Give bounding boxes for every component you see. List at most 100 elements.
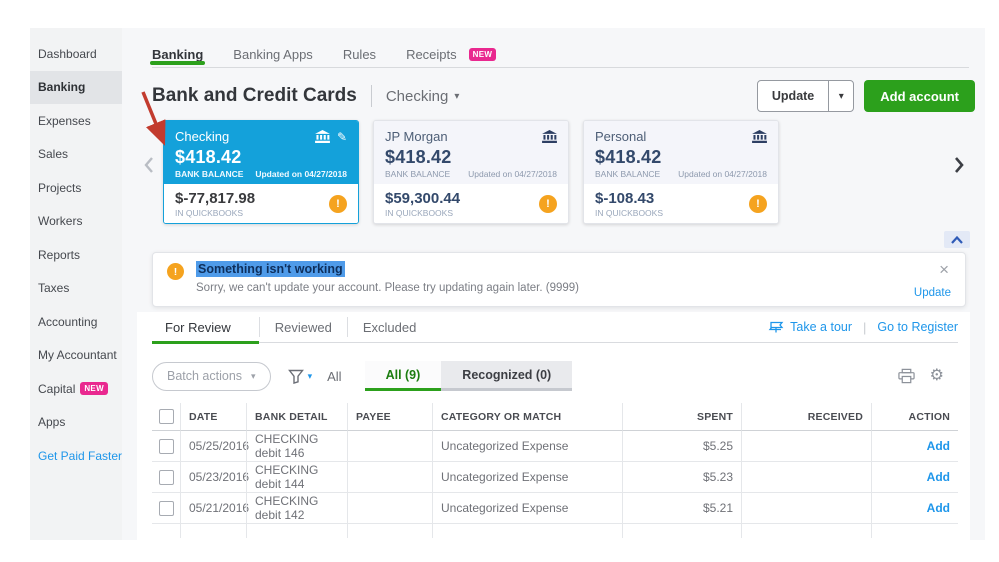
update-dropdown-toggle[interactable]: ▾ [828,81,853,111]
sidebar-item-projects[interactable]: Projects [30,171,122,205]
add-transaction-link[interactable]: Add [926,470,950,484]
account-name: JP Morgan [385,129,448,144]
sidebar-item-apps[interactable]: Apps [30,406,122,440]
tab-label: Excluded [362,319,417,335]
in-quickbooks-amount: $-77,817.98 [175,189,256,207]
column-header-received[interactable]: RECEIVED [741,403,871,431]
row-checkbox[interactable] [158,500,174,516]
column-header-date[interactable]: DATE [180,403,246,431]
card-header: Checking ✎ $418.42 BANK BALANCE Updated … [164,121,358,184]
update-split-button[interactable]: Update ▾ [756,80,855,112]
take-a-tour-link[interactable]: Take a tour [768,320,852,334]
tab-label: Reviewed [274,319,332,335]
filter-tab-all[interactable]: All (9) [364,361,442,391]
tab-divider [346,317,348,337]
sidebar-item-banking[interactable]: Banking [30,70,122,104]
bank-detail-cell: CHECKING debit 146 [246,431,347,462]
sidebar-item-my-accountant[interactable]: My Accountant [30,339,122,373]
account-selector-dropdown[interactable]: Checking ▾ [386,88,460,105]
bank-balance-label: BANK BALANCE [175,169,244,179]
partial-row-cell [622,524,741,538]
carousel-prev-button[interactable] [142,154,156,179]
account-cards-carousel: Checking ✎ $418.42 BANK BALANCE Updated … [122,120,985,224]
sidebar-item-taxes[interactable]: Taxes [30,272,122,306]
received-cell [741,462,871,493]
alert-message: Sorry, we can't update your account. Ple… [196,282,579,294]
sidebar-item-expenses[interactable]: Expenses [30,104,122,138]
column-header-spent[interactable]: SPENT [622,403,741,431]
tab-receipts[interactable]: Receipts NEW [406,47,497,62]
caret-down-icon: ▾ [454,90,460,102]
account-card-personal[interactable]: Personal $418.42 BANK BALANCE Updated on… [583,120,779,224]
bank-balance-amount: $418.42 [385,147,452,167]
sidebar-item-label: Accounting [38,314,98,329]
tab-rules[interactable]: Rules [343,47,376,62]
sidebar-item-dashboard[interactable]: Dashboard [30,37,122,71]
row-checkbox[interactable] [158,438,174,454]
date-cell: 05/21/2016 [180,493,249,524]
row-checkbox-cell [152,462,180,493]
date-cell: 05/25/2016 [180,431,249,462]
sidebar-item-reports[interactable]: Reports [30,238,122,272]
bank-icon [315,130,330,143]
column-header-bank-detail[interactable]: BANK DETAIL [246,403,347,431]
add-transaction-link[interactable]: Add [926,501,950,515]
bank-icon [542,130,557,143]
filter-dropdown[interactable]: ▾ [287,369,313,384]
column-header-payee[interactable]: PAYEE [347,403,432,431]
transactions-table: DATE BANK DETAIL PAYEE CATEGORY OR MATCH… [152,403,958,538]
batch-actions-dropdown[interactable]: Batch actions ▾ [152,361,271,391]
tab-excluded[interactable]: Excluded [348,312,431,342]
update-button-label[interactable]: Update [771,89,815,103]
received-cell [741,493,871,524]
print-icon[interactable] [897,368,915,384]
warning-icon[interactable]: ! [539,194,557,213]
select-all-checkbox[interactable] [158,409,174,424]
banking-top-tabs: Banking Banking Apps Rules Receipts NEW [149,42,969,68]
alert-update-link[interactable]: Update [913,287,951,299]
sidebar-item-sales[interactable]: Sales [30,138,122,172]
bank-detail-cell: CHECKING debit 144 [246,462,347,493]
add-account-button[interactable]: Add account [864,80,975,112]
gear-icon[interactable]: ⚙ [929,367,944,384]
warning-icon[interactable]: ! [329,194,347,213]
account-card-jp-morgan[interactable]: JP Morgan $418.42 BANK BALANCE Updated o… [373,120,569,224]
go-to-register-link[interactable]: Go to Register [877,320,958,334]
tab-for-review[interactable]: For Review [152,312,259,344]
tab-reviewed[interactable]: Reviewed [260,312,347,342]
filter-tab-label: All (9) [385,367,421,382]
bank-balance-label: BANK BALANCE [385,169,451,179]
add-transaction-link[interactable]: Add [926,439,950,453]
card-footer: $-77,817.98 IN QUICKBOOKS ! [164,184,358,223]
collapse-alert-button[interactable] [944,231,970,248]
sidebar-item-label: Reports [38,247,81,262]
close-icon[interactable]: × [939,260,949,279]
row-checkbox[interactable] [158,469,174,485]
account-card-checking[interactable]: Checking ✎ $418.42 BANK BALANCE Updated … [163,120,359,224]
partial-row-cell [246,524,347,538]
tab-banking[interactable]: Banking [149,47,206,65]
sidebar-item-get-paid-faster[interactable]: Get Paid Faster [30,439,122,473]
sidebar-item-accounting[interactable]: Accounting [30,305,122,339]
add-account-label: Add account [880,88,959,104]
go-to-register-label: Go to Register [877,320,958,334]
new-badge: NEW [80,382,108,396]
partial-row-cell [152,524,180,538]
sidebar-item-label: Taxes [38,281,70,296]
tab-banking-apps[interactable]: Banking Apps [233,47,313,62]
filter-tab-label: Recognized (0) [462,367,552,382]
edit-icon[interactable]: ✎ [336,129,347,144]
warning-icon[interactable]: ! [749,194,767,213]
select-all-cell [152,403,180,431]
filter-tab-recognized[interactable]: Recognized (0) [441,361,573,391]
caret-down-icon: ▾ [307,370,313,381]
sidebar-item-label: Capital [38,381,76,396]
card-header: Personal $418.42 BANK BALANCE Updated on… [584,121,778,184]
carousel-next-button[interactable] [952,154,966,179]
sidebar-item-workers[interactable]: Workers [30,205,122,239]
sidebar-item-label: Dashboard [38,46,97,61]
tab-label: Receipts [406,47,457,62]
sidebar-item-capital[interactable]: Capital NEW [30,372,122,406]
column-header-category[interactable]: CATEGORY OR MATCH [432,403,622,431]
date-cell: 05/23/2016 [180,462,249,493]
